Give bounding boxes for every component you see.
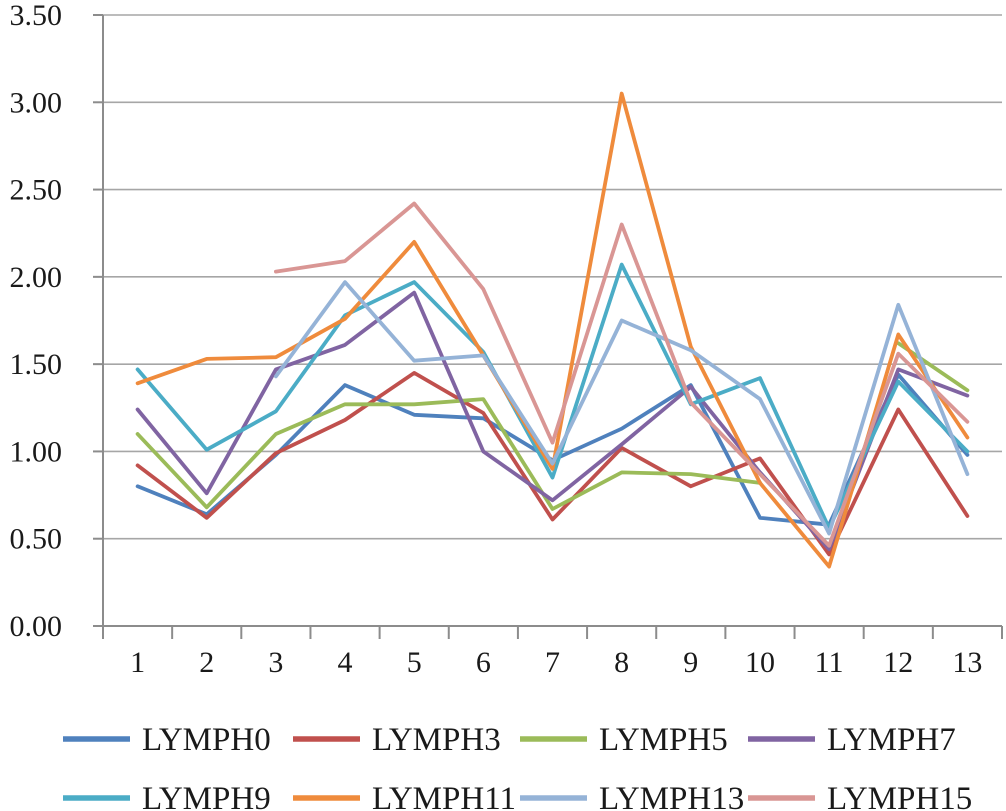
y-tick-label: 3.00 — [10, 86, 63, 119]
x-tick-label: 12 — [883, 646, 913, 679]
legend-label-lymph3: LYMPH3 — [372, 722, 501, 758]
legend-label-lymph9: LYMPH9 — [142, 781, 271, 811]
series-line-lymph11 — [135, 91, 970, 569]
x-tick-label: 3 — [268, 646, 283, 679]
series-line-lymph13 — [273, 280, 970, 536]
y-tick-label: 0.00 — [10, 610, 63, 643]
series-line-lymph5 — [135, 397, 762, 511]
x-tick-label: 10 — [745, 646, 775, 679]
x-tick-label: 1 — [130, 646, 145, 679]
y-tick-label: 0.50 — [10, 523, 63, 556]
series-line-lymph3 — [135, 370, 970, 557]
x-tick-label: 9 — [683, 646, 698, 679]
y-tick-label: 2.00 — [10, 261, 63, 294]
y-tick-label: 2.50 — [10, 174, 63, 207]
legend-label-lymph7: LYMPH7 — [827, 722, 956, 758]
x-tick-label: 2 — [199, 646, 214, 679]
x-tick-label: 7 — [545, 646, 560, 679]
y-tick-label: 1.00 — [10, 435, 63, 468]
x-tick-label: 5 — [407, 646, 422, 679]
legend-label-lymph11: LYMPH11 — [372, 781, 516, 811]
y-tick-label: 1.50 — [10, 348, 63, 381]
x-tick-label: 13 — [952, 646, 982, 679]
x-tick-label: 4 — [338, 646, 353, 679]
legend-label-lymph0: LYMPH0 — [142, 722, 271, 758]
series-line-lymph7 — [135, 290, 970, 552]
x-tick-label: 6 — [476, 646, 491, 679]
x-tick-label: 11 — [815, 646, 844, 679]
y-tick-label: 3.50 — [10, 0, 63, 32]
legend-label-lymph15: LYMPH15 — [827, 781, 972, 811]
series-line-lymph15 — [273, 201, 970, 548]
legend-label-lymph13: LYMPH13 — [599, 781, 744, 811]
legend-label-lymph5: LYMPH5 — [599, 722, 728, 758]
x-tick-label: 8 — [614, 646, 629, 679]
